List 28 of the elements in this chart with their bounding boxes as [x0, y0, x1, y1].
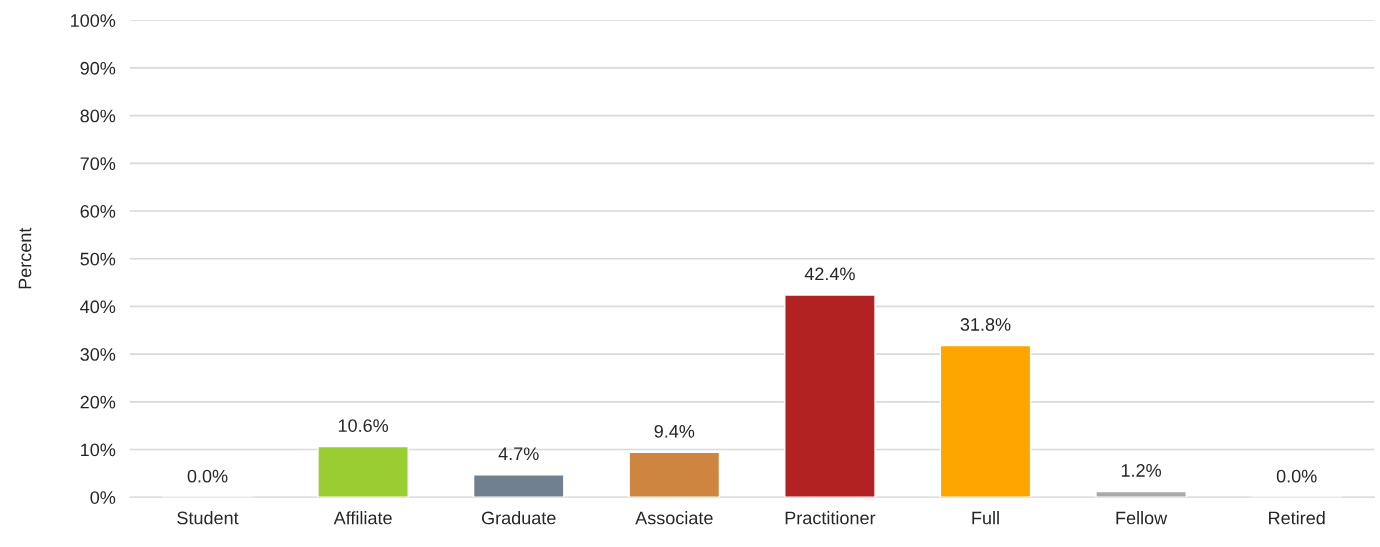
data-label: 9.4% — [654, 424, 695, 438]
data-label: 1.2% — [1121, 464, 1162, 477]
x-tick-label: Retired — [1269, 511, 1325, 525]
x-tick-label: Practitioner — [785, 511, 876, 525]
x-tick-label: Student — [177, 511, 239, 525]
x-tick-label: Graduate — [481, 511, 556, 525]
x-tick-label: Fellow — [1116, 511, 1168, 525]
y-tick-label: 90% — [80, 61, 116, 75]
y-tick-label: 60% — [80, 204, 116, 218]
data-label: 42.4% — [804, 267, 855, 281]
y-tick-label: 100% — [71, 14, 116, 27]
data-label: 0.0% — [187, 469, 228, 483]
data-label: 31.8% — [960, 318, 1011, 331]
y-tick-label: 50% — [80, 252, 116, 266]
x-tick-label: Affiliate — [333, 511, 392, 525]
data-label: 10.6% — [338, 419, 389, 432]
x-tick-label: Associate — [635, 511, 713, 525]
y-tick-label: 20% — [80, 395, 116, 409]
data-label: 0.0% — [1276, 469, 1317, 483]
y-axis-title: Percent — [18, 227, 32, 289]
y-tick-label: 10% — [81, 443, 116, 457]
y-tick-label: 0% — [90, 491, 116, 504]
y-tick-label: 80% — [80, 109, 116, 123]
y-tick-label: 30% — [80, 348, 116, 361]
y-tick-label: 40% — [80, 300, 116, 314]
x-tick-label: Full — [972, 511, 999, 525]
data-label: 4.7% — [498, 447, 539, 461]
y-tick-label: 70% — [80, 157, 116, 171]
